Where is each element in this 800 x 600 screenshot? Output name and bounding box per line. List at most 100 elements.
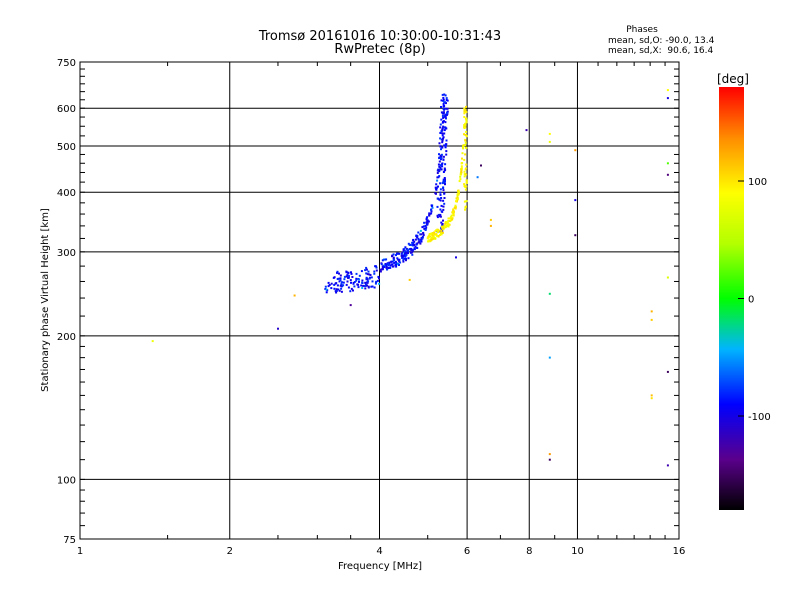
data-point xyxy=(392,256,395,259)
data-point xyxy=(424,224,427,227)
data-points xyxy=(151,89,669,467)
data-point xyxy=(442,186,445,189)
data-point xyxy=(441,224,444,227)
data-point xyxy=(443,224,446,227)
data-point xyxy=(408,278,411,281)
data-point xyxy=(426,237,429,240)
data-point xyxy=(387,264,390,267)
data-point xyxy=(402,248,405,251)
data-point xyxy=(463,183,466,186)
data-point xyxy=(464,168,467,171)
data-point xyxy=(402,260,405,263)
data-point xyxy=(440,156,443,159)
data-point xyxy=(402,259,405,262)
data-point xyxy=(441,231,444,234)
data-point xyxy=(404,255,407,258)
data-point xyxy=(393,258,395,261)
data-point xyxy=(357,283,360,286)
data-point xyxy=(374,265,377,268)
data-point xyxy=(419,233,422,236)
data-point xyxy=(436,176,439,179)
data-point xyxy=(444,180,446,183)
data-point xyxy=(442,155,445,158)
data-point xyxy=(548,292,551,295)
data-point xyxy=(393,261,396,264)
data-point xyxy=(442,208,445,211)
data-point xyxy=(548,140,551,143)
colorbar-ticks: 100 0 -100 xyxy=(738,177,771,423)
data-point xyxy=(405,259,407,262)
data-point xyxy=(395,254,397,257)
data-point xyxy=(400,252,403,255)
data-point xyxy=(333,283,336,286)
data-point xyxy=(375,269,378,272)
data-point xyxy=(454,204,457,207)
data-point xyxy=(431,236,434,239)
data-point xyxy=(448,220,451,222)
data-point xyxy=(398,260,401,263)
data-point xyxy=(548,458,551,461)
y-tick-label: 600 xyxy=(57,104,76,115)
data-point xyxy=(398,264,400,266)
data-point xyxy=(442,199,445,202)
data-point xyxy=(334,282,337,285)
data-point xyxy=(362,284,365,287)
data-point xyxy=(431,206,434,209)
data-point xyxy=(666,89,669,92)
data-point xyxy=(437,185,439,188)
data-point xyxy=(361,281,364,284)
data-point xyxy=(442,158,445,161)
data-point xyxy=(440,130,443,133)
data-point xyxy=(437,231,440,234)
data-point xyxy=(460,162,463,165)
data-point xyxy=(422,225,425,228)
data-point xyxy=(401,256,404,259)
data-point xyxy=(391,263,394,266)
data-point xyxy=(339,277,342,280)
data-point xyxy=(151,340,154,343)
data-point xyxy=(431,232,434,234)
data-point xyxy=(439,166,442,169)
data-point xyxy=(440,106,442,108)
data-point xyxy=(423,221,426,224)
data-point xyxy=(358,278,360,281)
y-tick-label: 300 xyxy=(57,248,76,259)
data-point xyxy=(441,165,444,168)
data-point xyxy=(465,182,468,184)
data-point xyxy=(442,179,445,182)
data-point xyxy=(388,263,391,266)
data-point xyxy=(455,200,457,203)
data-point xyxy=(442,100,445,102)
data-point xyxy=(464,208,466,211)
legend-o-stats: mean, sd,O: -90.0, 13.4 xyxy=(608,36,715,46)
data-point xyxy=(443,192,446,195)
data-point xyxy=(339,279,342,282)
data-point xyxy=(401,255,404,257)
data-point xyxy=(358,280,360,283)
data-point xyxy=(428,235,431,238)
data-point xyxy=(464,144,467,146)
data-point xyxy=(456,198,459,200)
data-point xyxy=(440,158,442,161)
data-point xyxy=(443,177,446,179)
data-point xyxy=(463,200,466,203)
data-point xyxy=(407,257,410,260)
x-axis-label: Frequency [MHz] xyxy=(338,561,422,572)
data-point xyxy=(370,276,373,279)
data-point xyxy=(438,229,441,232)
data-point xyxy=(416,242,419,245)
data-point xyxy=(439,123,442,126)
data-point xyxy=(460,168,463,171)
data-point xyxy=(574,149,577,152)
data-point xyxy=(436,214,439,217)
data-point xyxy=(405,251,408,254)
data-point xyxy=(489,224,492,227)
data-point xyxy=(442,116,445,119)
data-point xyxy=(441,182,444,185)
data-point xyxy=(415,243,418,246)
data-point xyxy=(465,135,468,138)
data-point xyxy=(414,238,417,241)
data-point xyxy=(445,97,448,100)
data-point xyxy=(435,233,438,236)
